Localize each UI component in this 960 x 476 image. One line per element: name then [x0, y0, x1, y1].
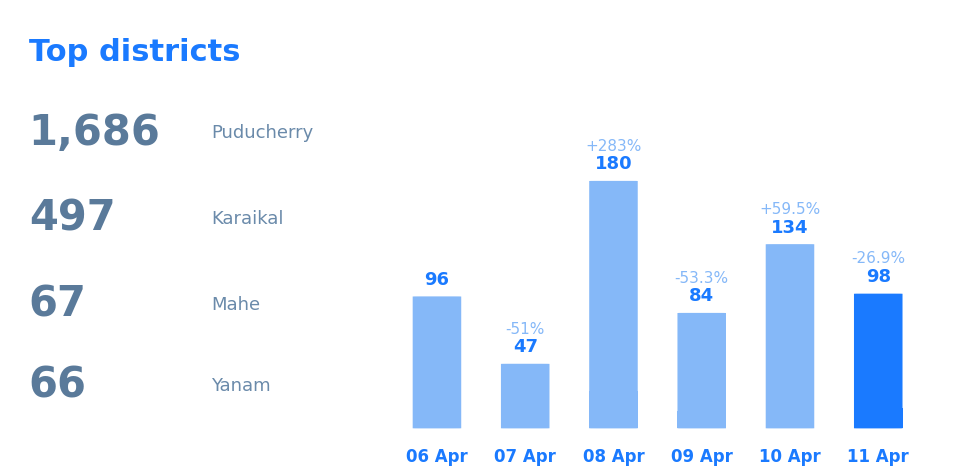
Text: +283%: +283%	[586, 139, 641, 154]
Text: 66: 66	[29, 365, 86, 407]
FancyBboxPatch shape	[766, 244, 814, 428]
Text: 47: 47	[513, 338, 538, 357]
Text: 67: 67	[29, 284, 86, 326]
Bar	[766, 401, 814, 428]
Text: -53.3%: -53.3%	[675, 271, 729, 286]
Text: 497: 497	[29, 198, 115, 240]
Text: 07 Apr: 07 Apr	[494, 448, 556, 466]
Text: 84: 84	[689, 288, 714, 306]
Bar	[413, 408, 461, 428]
Text: -51%: -51%	[506, 322, 545, 337]
Text: 134: 134	[771, 218, 808, 237]
Bar	[589, 391, 637, 428]
Bar	[678, 411, 726, 428]
Text: 10 Apr: 10 Apr	[759, 448, 821, 466]
Text: Karaikal: Karaikal	[211, 210, 284, 228]
Text: Yanam: Yanam	[211, 377, 271, 395]
FancyBboxPatch shape	[501, 364, 549, 428]
Text: 09 Apr: 09 Apr	[671, 448, 732, 466]
FancyBboxPatch shape	[678, 313, 726, 428]
Text: +59.5%: +59.5%	[759, 202, 821, 217]
Bar	[501, 419, 549, 428]
Text: 06 Apr: 06 Apr	[406, 448, 468, 466]
Bar	[854, 408, 902, 428]
Text: 08 Apr: 08 Apr	[583, 448, 644, 466]
Text: -26.9%: -26.9%	[852, 251, 905, 267]
Text: 96: 96	[424, 271, 449, 289]
Text: 11 Apr: 11 Apr	[848, 448, 909, 466]
Text: 180: 180	[594, 156, 633, 173]
FancyBboxPatch shape	[589, 181, 637, 428]
FancyBboxPatch shape	[854, 294, 902, 428]
Text: Mahe: Mahe	[211, 296, 260, 314]
FancyBboxPatch shape	[413, 297, 461, 428]
Text: Puducherry: Puducherry	[211, 124, 314, 142]
Text: 1,686: 1,686	[29, 112, 160, 154]
Text: 98: 98	[866, 268, 891, 286]
Text: Top districts: Top districts	[29, 38, 240, 67]
